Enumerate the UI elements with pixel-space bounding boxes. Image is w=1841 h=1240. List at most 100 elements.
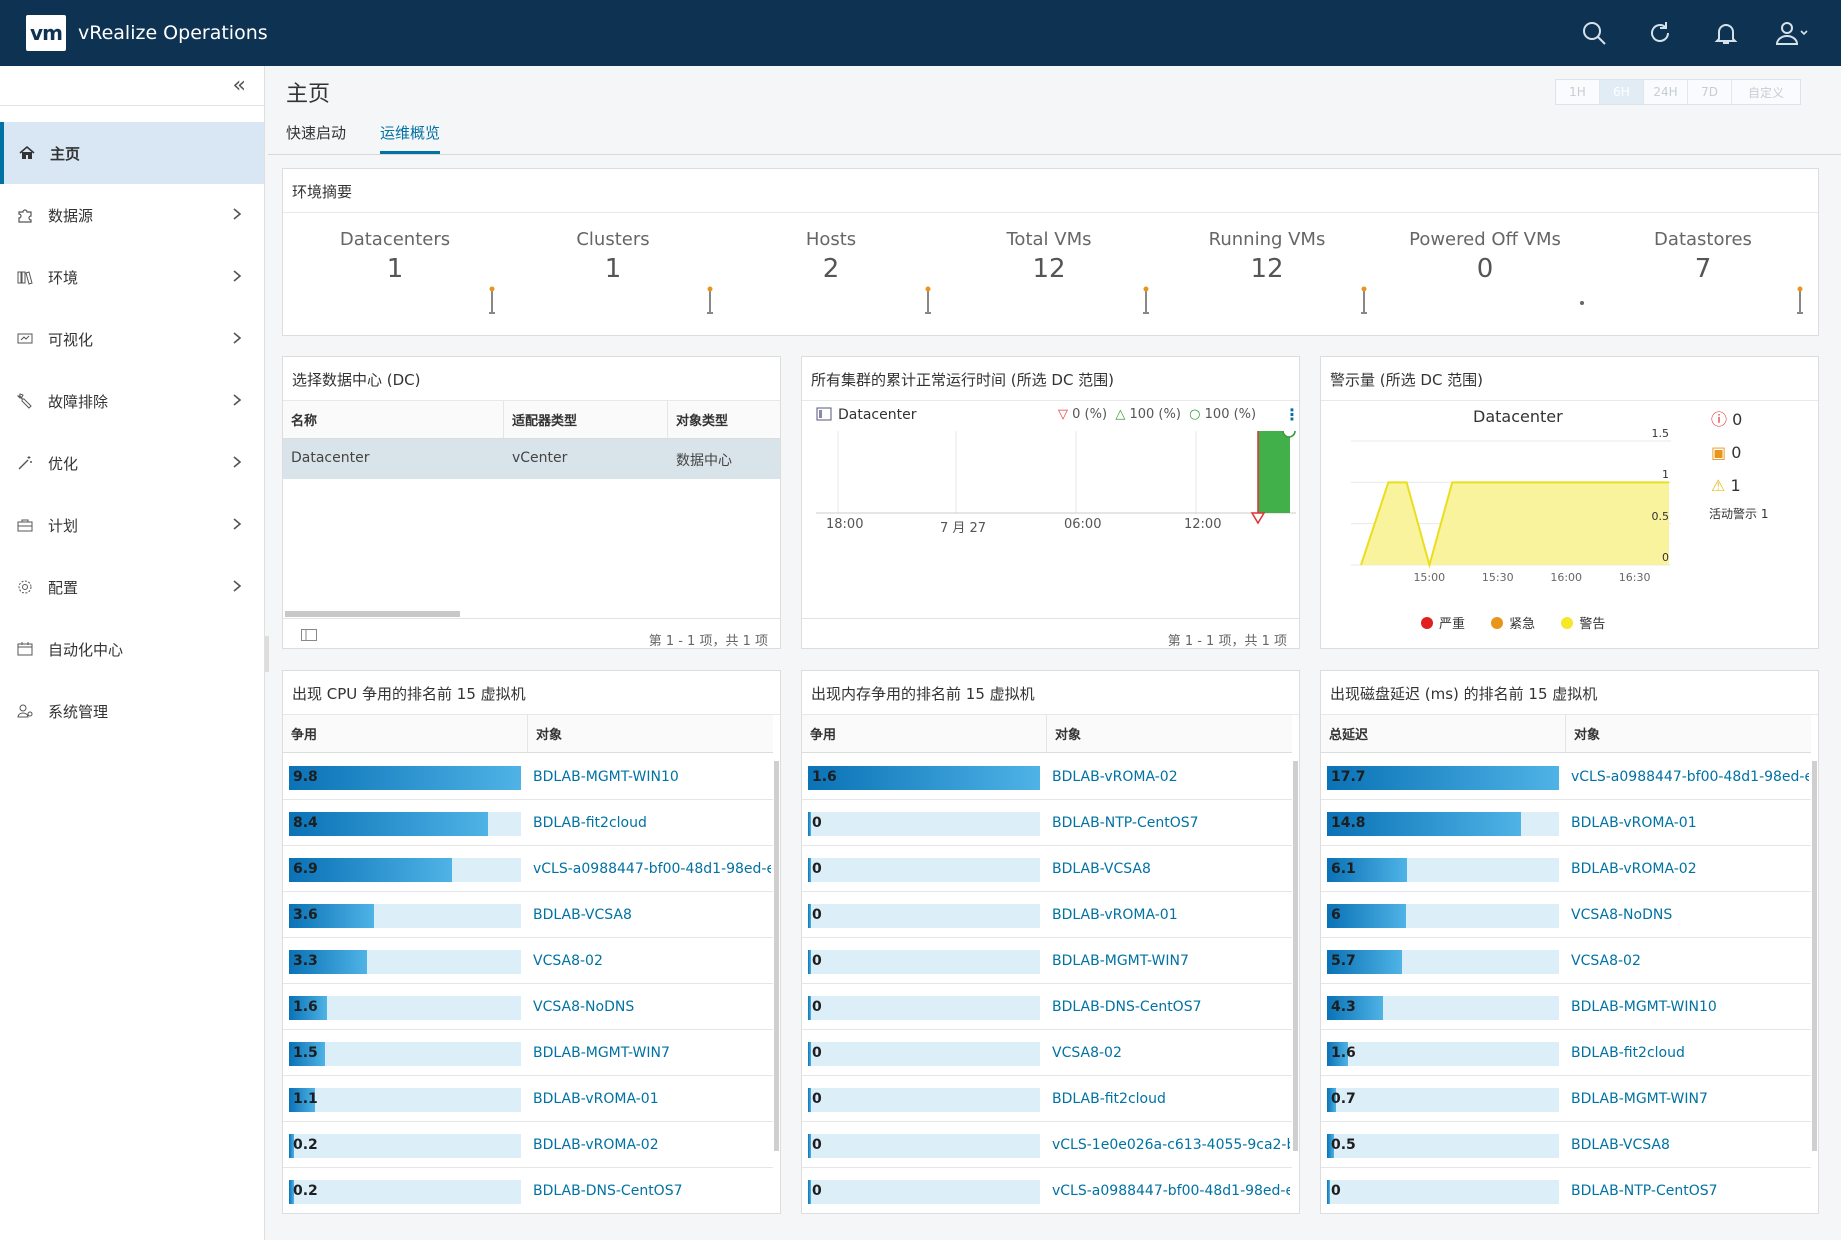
object-link[interactable]: BDLAB-vROMA-02 — [1052, 769, 1178, 785]
object-link[interactable]: BDLAB-DNS-CentOS7 — [1052, 999, 1202, 1015]
table-row[interactable]: 4.3 BDLAB-MGMT-WIN10 — [1321, 984, 1811, 1030]
sidebar-item-home[interactable]: 主页 — [0, 122, 264, 184]
legend-warning[interactable]: 警告 — [1561, 617, 1605, 632]
column-name[interactable]: 名称 — [283, 401, 504, 438]
table-row[interactable]: 6.1 BDLAB-vROMA-02 — [1321, 846, 1811, 892]
table-row[interactable]: 0 BDLAB-NTP-CentOS7 — [802, 800, 1292, 846]
bell-icon[interactable] — [1693, 0, 1759, 66]
range-6h[interactable]: 6H — [1600, 80, 1644, 104]
summary-item[interactable]: Clusters 1 — [513, 229, 713, 284]
column-object[interactable]: 对象 — [536, 728, 563, 743]
object-link[interactable]: BDLAB-MGMT-WIN10 — [1571, 999, 1717, 1015]
table-row[interactable]: 0 BDLAB-NTP-CentOS7 — [1321, 1168, 1811, 1213]
table-row[interactable]: 6.9 vCLS-a0988447-bf00-48d1-98ed-ef — [283, 846, 773, 892]
table-row[interactable]: 0 vCLS-a0988447-bf00-48d1-98ed-ef — [802, 1168, 1292, 1213]
legend-critical[interactable]: 严重 — [1421, 617, 1465, 632]
table-row[interactable]: 5.7 VCSA8-02 — [1321, 938, 1811, 984]
table-row[interactable]: 0.5 BDLAB-VCSA8 — [1321, 1122, 1811, 1168]
table-row[interactable]: 8.4 BDLAB-fit2cloud — [283, 800, 773, 846]
object-link[interactable]: BDLAB-VCSA8 — [533, 907, 632, 923]
table-row[interactable]: 1.1 BDLAB-vROMA-01 — [283, 1076, 773, 1122]
search-icon[interactable] — [1561, 0, 1627, 66]
table-row[interactable]: 0 VCSA8-02 — [802, 1030, 1292, 1076]
table-row[interactable]: 3.3 VCSA8-02 — [283, 938, 773, 984]
object-link[interactable]: BDLAB-MGMT-WIN7 — [1052, 953, 1189, 969]
app-title[interactable]: vRealize Operations — [78, 22, 268, 44]
summary-item[interactable]: Running VMs 12 — [1167, 229, 1367, 284]
table-row[interactable]: 0.2 BDLAB-DNS-CentOS7 — [283, 1168, 773, 1213]
column-contention[interactable]: 争用 — [283, 715, 528, 752]
column-total-latency[interactable]: 总延迟 — [1321, 715, 1566, 752]
sidebar-item-administration[interactable]: 系统管理 — [0, 680, 264, 742]
table-row[interactable]: 0 BDLAB-VCSA8 — [802, 846, 1292, 892]
sidebar-item-environment[interactable]: 环境 — [0, 246, 264, 308]
object-link[interactable]: VCSA8-NoDNS — [533, 999, 635, 1015]
object-link[interactable]: BDLAB-DNS-CentOS7 — [533, 1183, 683, 1199]
object-link[interactable]: BDLAB-MGMT-WIN7 — [1571, 1091, 1708, 1107]
refresh-icon[interactable] — [1627, 0, 1693, 66]
vmware-logo[interactable]: vm — [26, 15, 66, 51]
table-row[interactable]: 9.8 BDLAB-MGMT-WIN10 — [283, 754, 773, 800]
table-row[interactable]: 0 BDLAB-MGMT-WIN7 — [802, 938, 1292, 984]
column-contention[interactable]: 争用 — [802, 715, 1047, 752]
summary-item[interactable]: Total VMs 12 — [949, 229, 1149, 284]
table-row[interactable]: 0.2 BDLAB-vROMA-02 — [283, 1122, 773, 1168]
object-link[interactable]: BDLAB-fit2cloud — [533, 815, 647, 831]
vertical-scrollbar[interactable] — [1812, 761, 1817, 1151]
sidebar-item-configure[interactable]: 配置 — [0, 556, 264, 618]
column-object[interactable]: 对象 — [1574, 728, 1601, 743]
sidebar-item-optimize[interactable]: 优化 — [0, 432, 264, 494]
summary-item[interactable]: Hosts 2 — [731, 229, 931, 284]
object-link[interactable]: BDLAB-NTP-CentOS7 — [1571, 1183, 1718, 1199]
legend-immediate[interactable]: 紧急 — [1491, 617, 1535, 632]
table-row[interactable]: 1.5 BDLAB-MGMT-WIN7 — [283, 1030, 773, 1076]
table-row[interactable]: 1.6 BDLAB-vROMA-02 — [802, 754, 1292, 800]
kebab-menu-icon[interactable]: ⋮ — [1284, 405, 1300, 424]
table-row[interactable]: 0 vCLS-1e0e026a-c613-4055-9ca2-b4 — [802, 1122, 1292, 1168]
vertical-scrollbar[interactable] — [774, 761, 779, 1151]
table-row[interactable]: 14.8 BDLAB-vROMA-01 — [1321, 800, 1811, 846]
object-link[interactable]: BDLAB-vROMA-01 — [1052, 907, 1178, 923]
sidebar-item-troubleshoot[interactable]: 故障排除 — [0, 370, 264, 432]
object-link[interactable]: BDLAB-fit2cloud — [1052, 1091, 1166, 1107]
object-link[interactable]: BDLAB-vROMA-01 — [1571, 815, 1697, 831]
object-link[interactable]: vCLS-a0988447-bf00-48d1-98ed-ef — [1571, 769, 1809, 785]
summary-item[interactable]: Powered Off VMs 0 — [1385, 229, 1585, 284]
object-link[interactable]: vCLS-1e0e026a-c613-4055-9ca2-b4 — [1052, 1137, 1290, 1153]
table-row[interactable]: 3.6 BDLAB-VCSA8 — [283, 892, 773, 938]
sidebar-item-automation[interactable]: 自动化中心 — [0, 618, 264, 680]
object-link[interactable]: BDLAB-fit2cloud — [1571, 1045, 1685, 1061]
object-link[interactable]: VCSA8-02 — [533, 953, 603, 969]
range-7d[interactable]: 7D — [1688, 80, 1732, 104]
column-toggle-icon[interactable] — [301, 629, 317, 645]
table-row[interactable]: 6 VCSA8-NoDNS — [1321, 892, 1811, 938]
sidebar-collapse-button[interactable]: « — [0, 66, 264, 106]
object-link[interactable]: vCLS-a0988447-bf00-48d1-98ed-ef — [1052, 1183, 1290, 1199]
table-row[interactable]: 0 BDLAB-DNS-CentOS7 — [802, 984, 1292, 1030]
column-object[interactable]: 对象 — [1055, 728, 1082, 743]
object-link[interactable]: BDLAB-vROMA-02 — [533, 1137, 659, 1153]
object-link[interactable]: VCSA8-02 — [1052, 1045, 1122, 1061]
object-link[interactable]: BDLAB-vROMA-01 — [533, 1091, 659, 1107]
sidebar-resize-handle[interactable] — [265, 636, 269, 672]
table-row[interactable]: 1.6 BDLAB-fit2cloud — [1321, 1030, 1811, 1076]
tab-operations-overview[interactable]: 运维概览 — [380, 122, 441, 154]
range-1h[interactable]: 1H — [1556, 80, 1600, 104]
sidebar-item-datasources[interactable]: 数据源 — [0, 184, 264, 246]
vertical-scrollbar[interactable] — [1293, 761, 1298, 1151]
table-row[interactable]: 17.7 vCLS-a0988447-bf00-48d1-98ed-ef — [1321, 754, 1811, 800]
table-row[interactable]: 0.7 BDLAB-MGMT-WIN7 — [1321, 1076, 1811, 1122]
column-object-type[interactable]: 对象类型 — [676, 414, 729, 429]
summary-item[interactable]: Datacenters 1 — [295, 229, 495, 284]
horizontal-scrollbar[interactable] — [285, 611, 460, 617]
column-adapter-type[interactable]: 适配器类型 — [504, 401, 668, 438]
table-row[interactable]: 0 BDLAB-vROMA-01 — [802, 892, 1292, 938]
sidebar-item-plan[interactable]: 计划 — [0, 494, 264, 556]
range-custom[interactable]: 自定义 — [1747, 85, 1784, 100]
table-row[interactable]: 1.6 VCSA8-NoDNS — [283, 984, 773, 1030]
object-link[interactable]: BDLAB-NTP-CentOS7 — [1052, 815, 1199, 831]
object-link[interactable]: BDLAB-MGMT-WIN7 — [533, 1045, 670, 1061]
summary-item[interactable]: Datastores 7 — [1603, 229, 1803, 284]
table-row[interactable]: 0 BDLAB-fit2cloud — [802, 1076, 1292, 1122]
table-row[interactable]: Datacenter vCenter 数据中心 — [283, 439, 780, 479]
